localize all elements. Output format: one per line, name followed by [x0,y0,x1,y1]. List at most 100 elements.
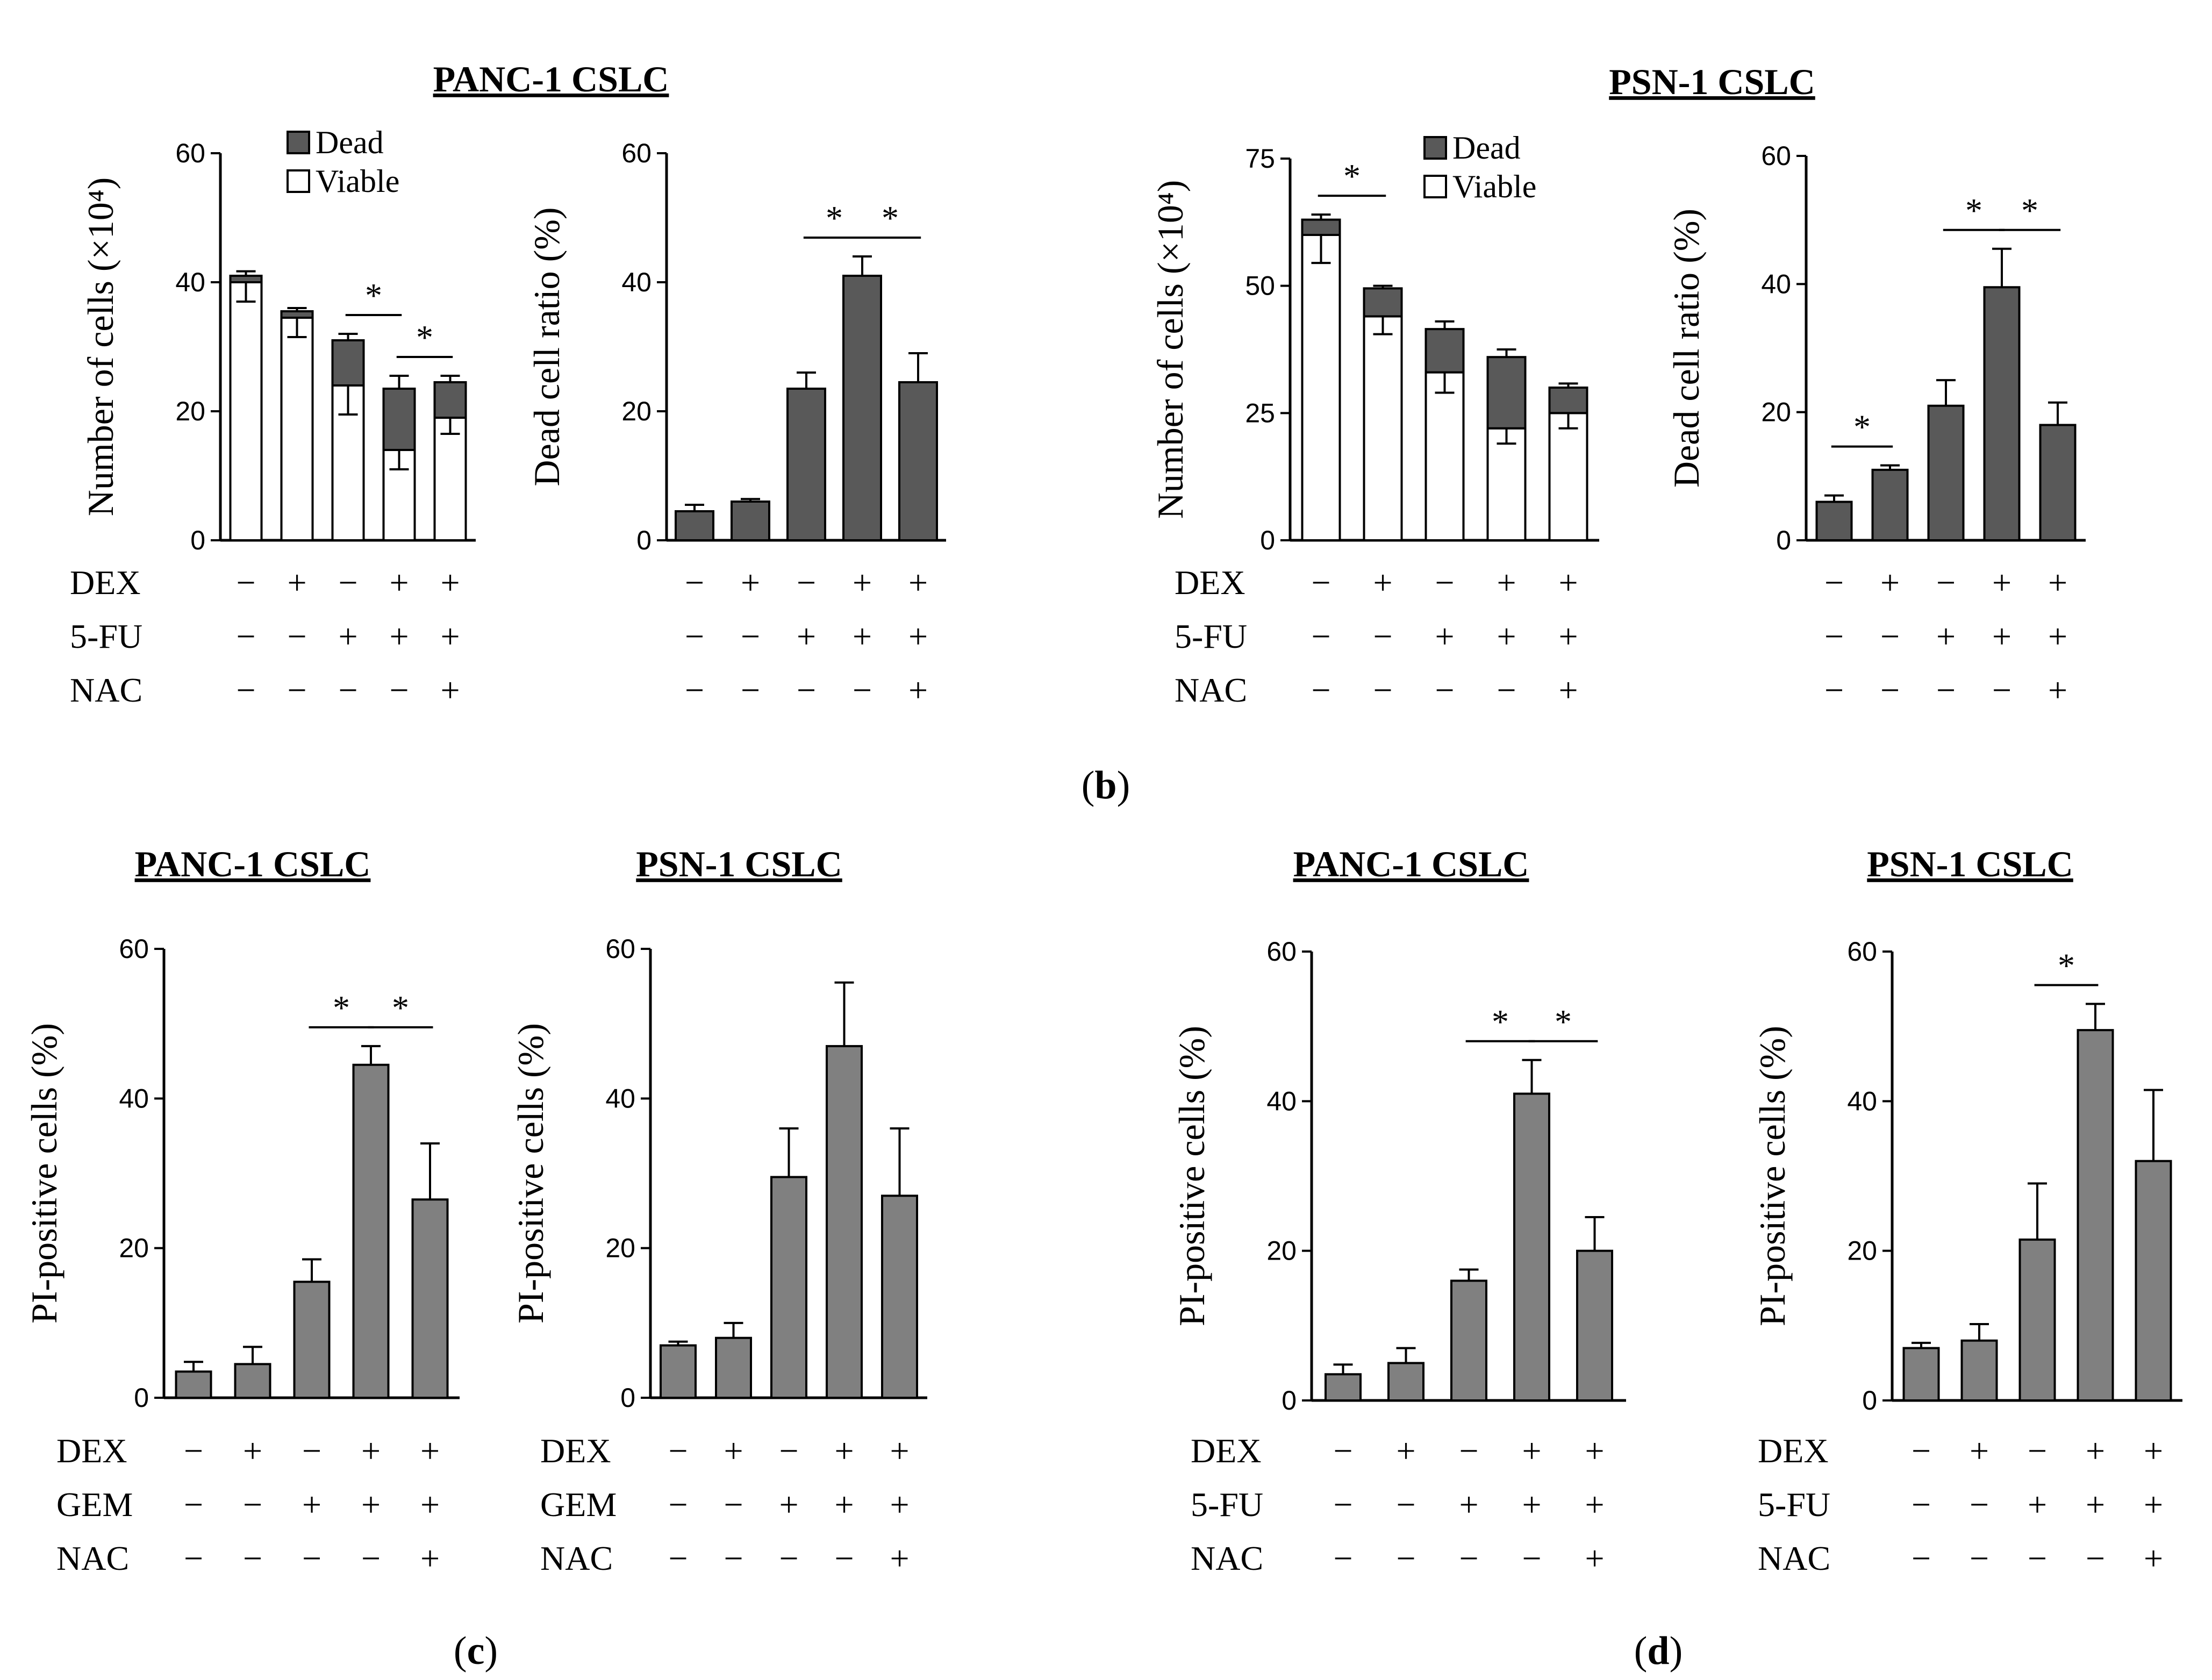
condition-sign: + [1585,1485,1604,1524]
condition-sign: − [1311,617,1330,655]
condition-sign: − [741,671,760,709]
bar-dead [382,388,416,451]
condition-sign: + [243,1432,262,1470]
y-tick-label: 60 [605,934,635,964]
y-tick-label: 25 [1245,398,1275,428]
condition-sign: + [1497,617,1516,655]
condition-sign: + [302,1485,321,1524]
y-tick-label: 20 [1761,397,1791,427]
condition-label: DEX [70,563,141,602]
y-tick-label: 0 [1776,525,1791,555]
y-axis-title: PI-positive cells (%) [24,1023,65,1324]
y-tick-label: 60 [1266,936,1297,967]
condition-sign: + [834,1485,854,1524]
y-axis-title: PI-positive cells (%) [1752,1026,1793,1326]
bar [1871,468,1909,542]
y-tick-label: 20 [119,1233,149,1263]
condition-sign: + [908,671,928,709]
chart-title: PANC-1 CSLC [433,59,669,99]
condition-sign: − [1880,671,1900,709]
y-tick-label: 20 [1266,1236,1297,1266]
y-tick-label: 0 [620,1383,635,1413]
condition-sign: − [668,1539,688,1577]
bar [898,381,938,541]
y-tick-label: 0 [134,1383,149,1413]
y-tick-label: 40 [1266,1086,1297,1116]
condition-sign: + [908,617,928,655]
condition-label: DEX [1175,563,1245,602]
condition-sign: + [724,1432,743,1470]
bar [731,501,770,541]
bar-viable [280,317,314,541]
condition-sign: + [1522,1485,1541,1524]
legend-swatch [287,131,310,154]
condition-sign: − [338,671,357,709]
legend-label: Viable [316,163,399,199]
y-tick-label: 60 [1847,936,1877,967]
condition-label: 5-FU [70,617,142,655]
condition-sign: − [779,1539,798,1577]
condition-sign: + [2086,1485,2105,1524]
y-tick-label: 50 [1245,271,1275,301]
bar [1983,286,2021,542]
condition-sign: + [361,1485,381,1524]
bar [293,1281,331,1399]
condition-sign: − [361,1539,381,1577]
chart-c2: PSN-1 CSLC PI-positive cells (%) 0 20 40 60 DE… [510,843,927,1577]
bar-viable [1548,412,1588,541]
y-axis-title: Number of cells (×10⁴) [80,177,121,516]
condition-sign: + [853,617,872,655]
condition-sign: − [1824,671,1844,709]
condition-sign: + [1558,563,1578,602]
y-axis-title: PI-positive cells (%) [510,1023,551,1324]
condition-sign: − [724,1485,743,1524]
y-tick-label: 75 [1245,144,1275,174]
condition-label: 5-FU [1175,617,1247,655]
condition-sign: − [834,1539,854,1577]
chart-title: PSN-1 CSLC [636,843,842,884]
condition-sign: − [1311,671,1330,709]
condition-sign: + [1585,1432,1604,1470]
condition-sign: − [1333,1485,1352,1524]
y-tick-label: 20 [605,1233,635,1263]
y-tick-label: 40 [1847,1086,1877,1116]
y-tick-label: 0 [190,525,205,555]
condition-sign: − [184,1432,203,1470]
condition-sign: − [1435,563,1454,602]
condition-sign: − [1936,563,1956,602]
condition-sign: + [2048,671,2067,709]
y-tick-label: 60 [175,138,205,168]
bar [842,275,882,541]
y-axis-title: Number of cells (×10⁴) [1150,180,1191,519]
condition-sign: − [1396,1539,1415,1577]
bar [770,1176,807,1399]
condition-sign: + [908,563,928,602]
condition-label: NAC [56,1539,129,1577]
bar-dead [1424,328,1465,374]
condition-sign: − [741,617,760,655]
y-tick-label: 0 [1282,1385,1297,1416]
bar [1576,1249,1613,1402]
condition-sign: − [1936,671,1956,709]
significance-star: * [333,989,350,1027]
bar [660,1344,697,1399]
bar [1387,1362,1424,1402]
condition-sign: + [1373,563,1392,602]
condition-sign: − [302,1539,321,1577]
condition-sign: + [420,1432,440,1470]
condition-sign: − [302,1432,321,1470]
significance-star: * [2058,946,2075,984]
condition-sign: − [287,671,306,709]
significance-star: * [1555,1003,1572,1041]
bar [411,1198,449,1399]
bar-viable [1424,371,1465,541]
condition-sign: − [243,1539,262,1577]
chart-title: PSN-1 CSLC [1867,843,2073,884]
condition-sign: − [236,617,255,655]
condition-sign: − [1970,1539,1989,1577]
condition-label: NAC [70,671,142,709]
chart-title: PANC-1 CSLC [135,843,371,884]
y-tick-label: 40 [605,1083,635,1113]
